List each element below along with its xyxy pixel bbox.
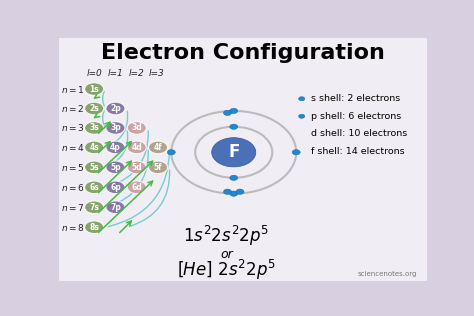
Text: 3s: 3s [89,124,99,132]
Circle shape [84,161,104,174]
Circle shape [84,122,104,134]
Text: l=0: l=0 [86,69,102,78]
Circle shape [212,138,256,167]
Circle shape [230,191,238,196]
Text: $n=7$: $n=7$ [61,202,85,213]
Circle shape [106,201,125,214]
Text: s shell: 2 electrons: s shell: 2 electrons [311,94,400,103]
Circle shape [127,141,146,154]
Text: 2p: 2p [110,104,121,113]
Circle shape [299,97,305,101]
Circle shape [84,201,104,214]
Text: 4f: 4f [154,143,163,152]
Text: l=3: l=3 [149,69,164,78]
Text: 5s: 5s [89,163,99,172]
Text: $n=4$: $n=4$ [61,142,85,153]
Text: 7s: 7s [89,203,99,212]
Circle shape [236,189,244,194]
Circle shape [230,124,238,130]
Circle shape [223,110,231,116]
Text: $n=3$: $n=3$ [61,122,85,133]
Text: 3d: 3d [131,124,142,132]
Text: 5p: 5p [110,163,121,172]
Circle shape [106,141,125,154]
Circle shape [84,83,104,95]
Text: f shell: 14 electrons: f shell: 14 electrons [311,147,404,156]
Text: 6s: 6s [89,183,99,192]
Text: $[He]\ 2s^{2}2p^{5}$: $[He]\ 2s^{2}2p^{5}$ [177,258,276,282]
Circle shape [106,102,125,115]
Text: $n=1$: $n=1$ [61,83,85,94]
Circle shape [106,161,125,174]
Text: $n=8$: $n=8$ [61,222,85,233]
Text: 4s: 4s [89,143,99,152]
Circle shape [84,141,104,154]
Text: p shell: 6 electrons: p shell: 6 electrons [311,112,401,121]
Text: 4d: 4d [131,143,142,152]
Circle shape [84,221,104,234]
Circle shape [148,161,168,174]
Text: 3p: 3p [110,124,121,132]
Circle shape [84,181,104,194]
Text: 2s: 2s [89,104,99,113]
Text: 7p: 7p [110,203,121,212]
FancyBboxPatch shape [57,37,428,283]
Circle shape [230,175,238,180]
Circle shape [292,149,300,155]
Circle shape [84,102,104,115]
Text: d shell: 10 electrons: d shell: 10 electrons [311,129,407,138]
Text: 5f: 5f [154,163,162,172]
Text: or: or [220,248,233,261]
Circle shape [223,189,231,194]
Circle shape [230,108,238,113]
Text: 6p: 6p [110,183,121,192]
Circle shape [167,149,175,155]
Text: $1s^{2}2s^{2}2p^{5}$: $1s^{2}2s^{2}2p^{5}$ [183,224,270,248]
Text: l=2: l=2 [129,69,145,78]
Text: $n=6$: $n=6$ [61,182,85,193]
Text: sciencenotes.org: sciencenotes.org [358,271,418,277]
Circle shape [127,181,146,194]
Circle shape [299,114,305,118]
Text: 8s: 8s [89,223,99,232]
Text: 6d: 6d [131,183,142,192]
Text: Electron Configuration: Electron Configuration [101,43,385,63]
Circle shape [127,161,146,174]
Circle shape [106,122,125,134]
Text: l=1: l=1 [108,69,123,78]
Text: F: F [228,143,239,161]
Circle shape [127,122,146,134]
Text: 1s: 1s [89,84,99,94]
Circle shape [106,181,125,194]
Text: $n=5$: $n=5$ [61,162,85,173]
Text: $n=2$: $n=2$ [62,103,85,114]
Text: 5d: 5d [131,163,142,172]
Circle shape [148,141,168,154]
Text: 4p: 4p [110,143,121,152]
